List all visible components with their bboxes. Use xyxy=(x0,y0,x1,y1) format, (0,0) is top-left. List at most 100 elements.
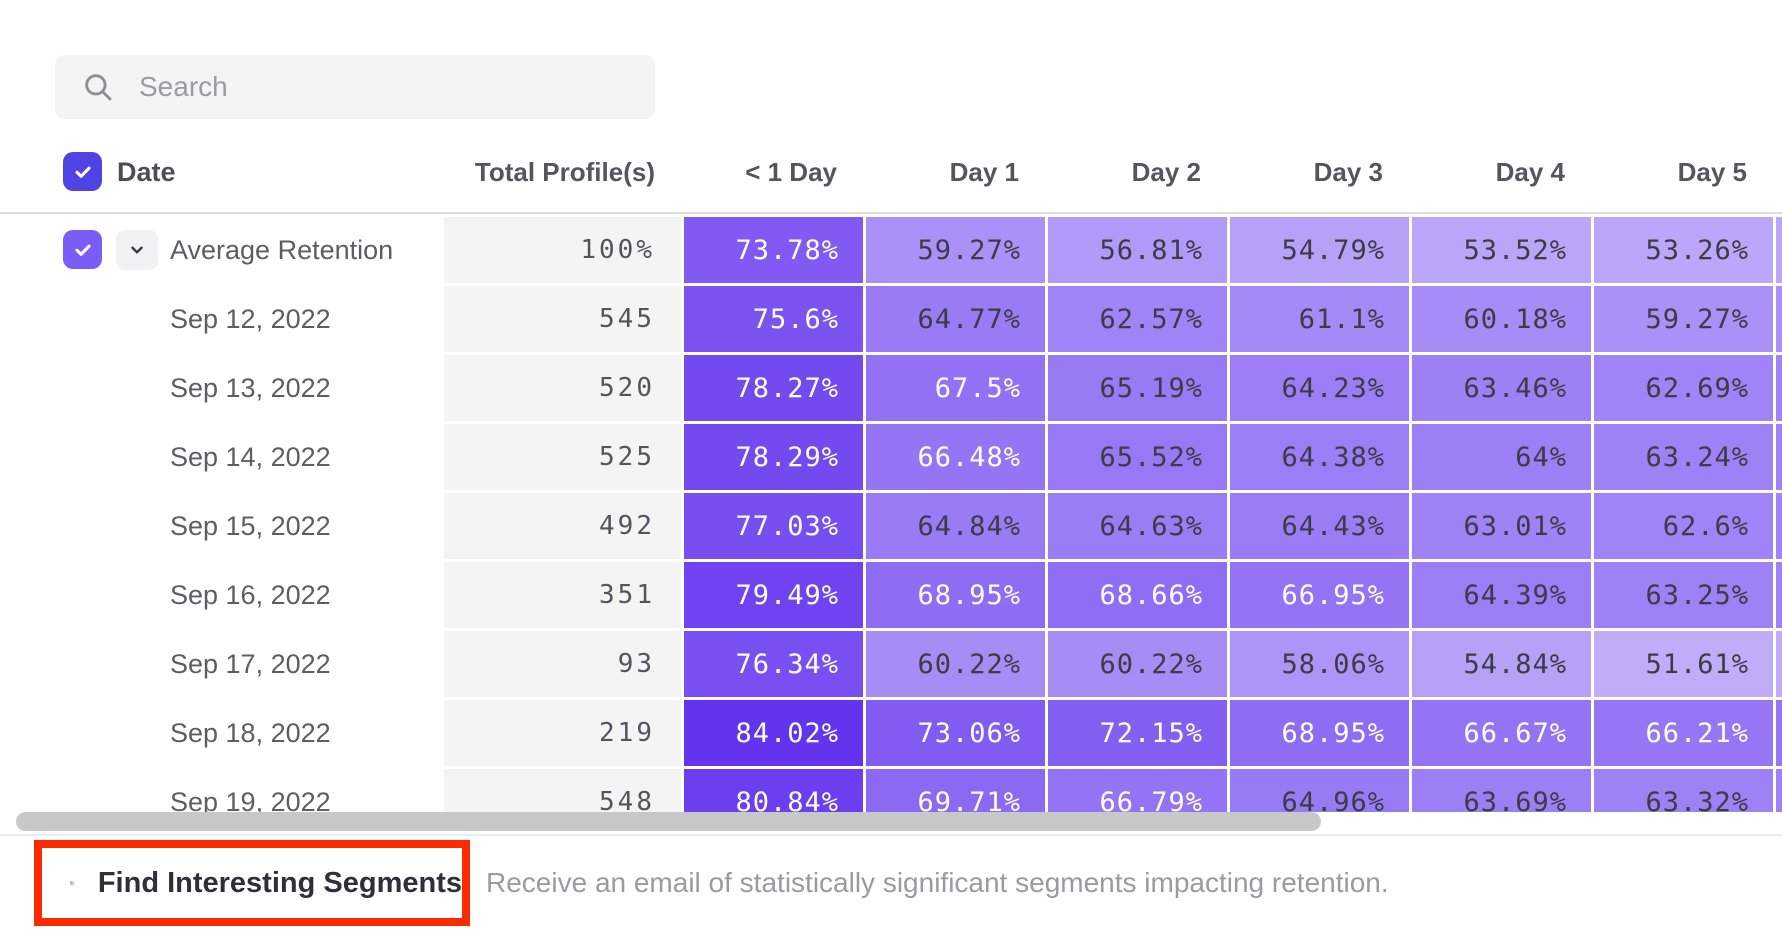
retention-cell[interactable]: 63.24% xyxy=(1594,424,1773,490)
retention-cell[interactable]: 63.69% xyxy=(1412,769,1591,812)
find-interesting-segments-button[interactable]: Find Interesting Segments xyxy=(34,840,470,926)
retention-cell[interactable]: 54.84% xyxy=(1412,631,1591,697)
retention-cell[interactable]: 64.23% xyxy=(1230,355,1409,421)
retention-cell[interactable]: 64.84% xyxy=(866,493,1045,559)
row-label-cell: Sep 13, 2022 xyxy=(0,355,441,421)
day-column-header: < 1 Day xyxy=(745,156,837,187)
total-profiles-cell: 545 xyxy=(444,286,681,352)
retention-cell[interactable]: 59.27% xyxy=(1594,286,1773,352)
row-label: Sep 13, 2022 xyxy=(170,372,331,403)
retention-cell[interactable]: 65.52% xyxy=(1048,424,1227,490)
retention-cell[interactable]: 80.84% xyxy=(684,769,863,812)
retention-cell[interactable]: 84.02% xyxy=(684,700,863,766)
row-label: Sep 15, 2022 xyxy=(170,510,331,541)
day-column-header: Day 3 xyxy=(1313,156,1383,187)
table-row: Sep 13, 2022 520 78.27% 67.5% 65.19% 64.23% 63… xyxy=(0,355,1782,421)
row-label-cell: Sep 12, 2022 xyxy=(0,286,441,352)
row-label-cell: Sep 15, 2022 xyxy=(0,493,441,559)
retention-cell[interactable]: 51.61% xyxy=(1594,631,1773,697)
chevron-down-icon xyxy=(131,246,143,254)
day-column-header: Day 5 xyxy=(1677,156,1747,187)
retention-cell[interactable]: 64.63% xyxy=(1048,493,1227,559)
retention-cell[interactable]: 78.27% xyxy=(684,355,863,421)
retention-cell[interactable]: 63.32% xyxy=(1594,769,1773,812)
retention-cell[interactable]: 62.57% xyxy=(1048,286,1227,352)
date-column-header: Date xyxy=(117,156,176,187)
retention-cell[interactable]: 64.38% xyxy=(1230,424,1409,490)
retention-cell[interactable]: 66.95% xyxy=(1230,562,1409,628)
expand-row-button[interactable] xyxy=(116,230,158,270)
retention-cell[interactable]: 64.77% xyxy=(866,286,1045,352)
row-label-cell: Sep 18, 2022 xyxy=(0,700,441,766)
clipped-next-column-cell xyxy=(1776,424,1782,490)
retention-cell[interactable]: 77.03% xyxy=(684,493,863,559)
retention-cell[interactable]: 66.67% xyxy=(1412,700,1591,766)
retention-cell[interactable]: 62.69% xyxy=(1594,355,1773,421)
retention-cell[interactable]: 72.15% xyxy=(1048,700,1227,766)
table-row: Sep 15, 2022 492 77.03% 64.84% 64.63% 64.43% 6… xyxy=(0,493,1782,559)
day-column-header: Day 1 xyxy=(949,156,1019,187)
retention-cell[interactable]: 53.52% xyxy=(1412,217,1591,283)
total-profiles-cell: 548 xyxy=(444,769,681,812)
retention-cell[interactable]: 58.06% xyxy=(1230,631,1409,697)
clipped-next-column-cell xyxy=(1776,217,1782,283)
retention-cell[interactable]: 59.27% xyxy=(866,217,1045,283)
retention-cell[interactable]: 73.06% xyxy=(866,700,1045,766)
row-checkbox[interactable] xyxy=(63,230,102,269)
row-label-cell: Average Retention xyxy=(0,217,441,283)
select-all-checkbox[interactable] xyxy=(63,152,102,191)
table-row: Sep 17, 2022 93 76.34% 60.22% 60.22% 58.06% 54… xyxy=(0,631,1782,697)
retention-cell[interactable]: 56.81% xyxy=(1048,217,1227,283)
retention-cell[interactable]: 73.78% xyxy=(684,217,863,283)
row-label: Sep 17, 2022 xyxy=(170,648,331,679)
retention-cell[interactable]: 63.46% xyxy=(1412,355,1591,421)
clipped-next-column-cell xyxy=(1776,355,1782,421)
retention-cell[interactable]: 63.01% xyxy=(1412,493,1591,559)
retention-cell[interactable]: 66.79% xyxy=(1048,769,1227,812)
retention-cell[interactable]: 69.71% xyxy=(866,769,1045,812)
total-profiles-cell: 219 xyxy=(444,700,681,766)
footer-divider xyxy=(0,834,1782,836)
retention-cell[interactable]: 64.43% xyxy=(1230,493,1409,559)
checkmark-icon xyxy=(74,244,91,256)
table-row: Average Retention 100% 73.78% 59.27% 56.81% 5… xyxy=(0,217,1782,283)
table-row: Sep 16, 2022 351 79.49% 68.95% 68.66% 66.95% 6… xyxy=(0,562,1782,628)
row-label-cell: Sep 14, 2022 xyxy=(0,424,441,490)
retention-cell[interactable]: 62.6% xyxy=(1594,493,1773,559)
retention-cell[interactable]: 64.39% xyxy=(1412,562,1591,628)
retention-cell[interactable]: 66.48% xyxy=(866,424,1045,490)
retention-cell[interactable]: 61.1% xyxy=(1230,286,1409,352)
retention-cell[interactable]: 76.34% xyxy=(684,631,863,697)
search-input[interactable] xyxy=(137,70,621,104)
retention-cell[interactable]: 60.22% xyxy=(866,631,1045,697)
retention-cell[interactable]: 53.26% xyxy=(1594,217,1773,283)
retention-cell[interactable]: 68.95% xyxy=(866,562,1045,628)
retention-cell[interactable]: 60.22% xyxy=(1048,631,1227,697)
retention-cell[interactable]: 64% xyxy=(1412,424,1591,490)
horizontal-scrollbar-thumb[interactable] xyxy=(16,812,1321,831)
retention-cell[interactable]: 68.95% xyxy=(1230,700,1409,766)
clipped-next-column-cell xyxy=(1776,562,1782,628)
search-icon xyxy=(85,74,112,101)
retention-cell[interactable]: 66.21% xyxy=(1594,700,1773,766)
retention-cell[interactable]: 64.96% xyxy=(1230,769,1409,812)
retention-cell[interactable]: 60.18% xyxy=(1412,286,1591,352)
clipped-next-column-cell xyxy=(1776,700,1782,766)
clipped-next-column-cell xyxy=(1776,769,1782,812)
retention-cell[interactable]: 67.5% xyxy=(866,355,1045,421)
total-profiles-cell: 93 xyxy=(444,631,681,697)
total-profiles-cell: 492 xyxy=(444,493,681,559)
retention-cell[interactable]: 63.25% xyxy=(1594,562,1773,628)
retention-cell[interactable]: 68.66% xyxy=(1048,562,1227,628)
retention-cell[interactable]: 75.6% xyxy=(684,286,863,352)
retention-cell[interactable]: 65.19% xyxy=(1048,355,1227,421)
retention-cell[interactable]: 78.29% xyxy=(684,424,863,490)
retention-cell[interactable]: 79.49% xyxy=(684,562,863,628)
footer-description: Receive an email of statistically signif… xyxy=(486,867,1389,898)
retention-cell[interactable]: 54.79% xyxy=(1230,217,1409,283)
row-label: Sep 14, 2022 xyxy=(170,441,331,472)
day-column-header: Day 4 xyxy=(1495,156,1565,187)
row-label: Sep 18, 2022 xyxy=(170,717,331,748)
total-profiles-cell: 520 xyxy=(444,355,681,421)
